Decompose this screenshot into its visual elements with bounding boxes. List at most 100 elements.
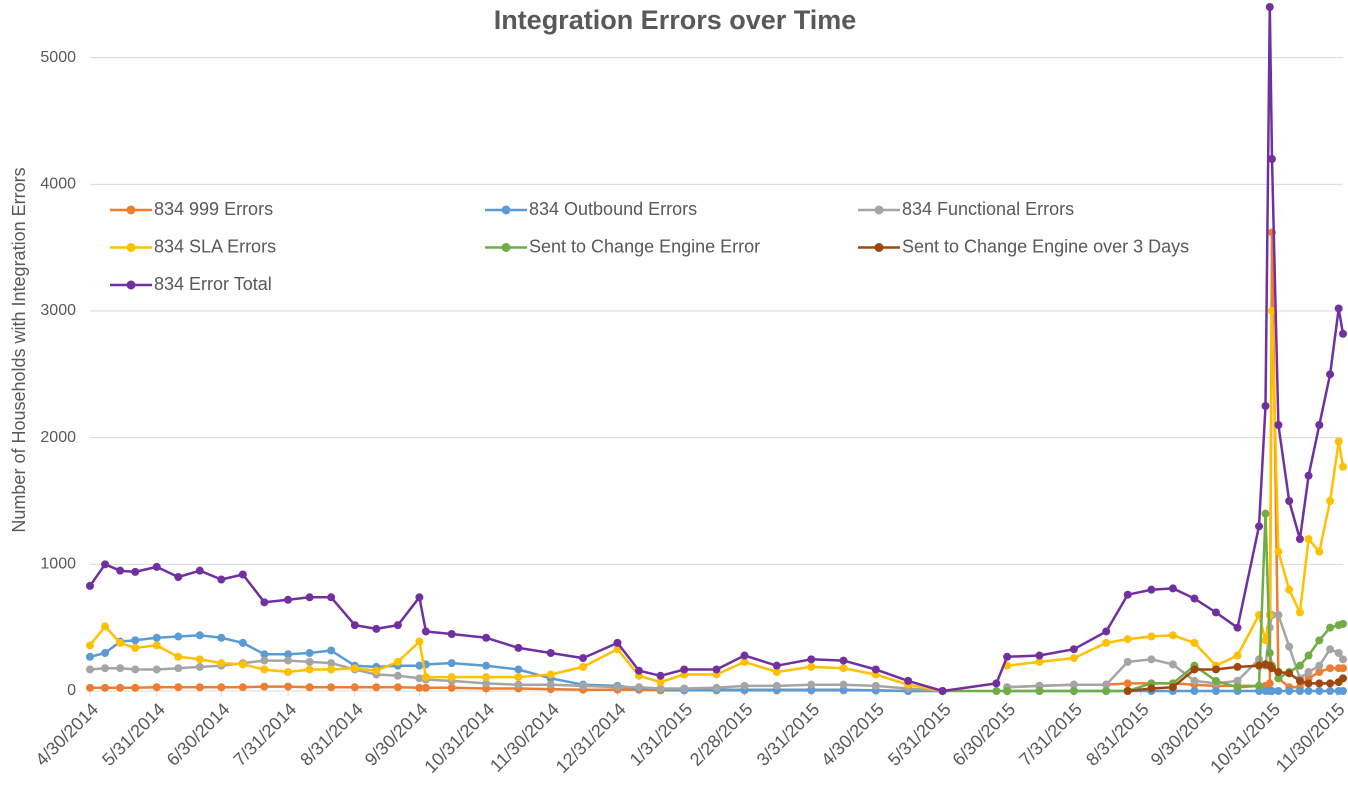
data-point	[372, 624, 381, 633]
data-point	[1147, 585, 1156, 594]
data-point	[1339, 664, 1347, 673]
data-point	[1233, 683, 1242, 692]
data-point	[1274, 674, 1283, 683]
chart-title: Integration Errors over Time	[494, 5, 857, 35]
data-point	[1315, 687, 1324, 695]
data-point	[447, 683, 456, 692]
data-point	[1274, 611, 1283, 619]
data-point	[546, 670, 555, 679]
legend-marker	[874, 205, 884, 215]
y-axis-label: Number of Households with Integration Er…	[9, 167, 29, 532]
data-point	[514, 665, 523, 674]
data-point	[772, 661, 781, 670]
data-point	[131, 567, 140, 576]
data-point	[1339, 687, 1347, 695]
data-point	[1304, 471, 1313, 480]
data-point	[514, 680, 523, 689]
data-point	[195, 566, 204, 575]
data-point	[86, 641, 94, 650]
data-point	[152, 665, 161, 674]
data-point	[447, 659, 456, 668]
legend-marker	[126, 205, 136, 215]
data-point	[656, 678, 665, 687]
data-point	[116, 638, 125, 647]
legend-label: Sent to Change Engine Error	[529, 236, 760, 256]
data-point	[1304, 535, 1313, 543]
data-point	[116, 566, 125, 575]
x-tick-label: 2/28/2015	[686, 699, 757, 770]
data-point	[284, 668, 293, 676]
data-point	[740, 681, 749, 690]
data-point	[482, 633, 491, 642]
data-point	[415, 683, 424, 692]
data-point	[1168, 584, 1177, 593]
data-point	[992, 679, 1001, 688]
data-point	[1339, 674, 1347, 683]
data-point	[152, 562, 161, 571]
data-point	[1315, 636, 1324, 645]
data-point	[260, 598, 269, 607]
data-point	[1211, 665, 1220, 674]
data-point	[131, 665, 140, 674]
data-point	[1168, 660, 1177, 669]
data-point	[1003, 687, 1012, 695]
data-point	[712, 683, 721, 692]
data-point	[807, 680, 816, 689]
data-point	[839, 664, 848, 673]
series-line	[942, 512, 1344, 693]
data-point	[1326, 497, 1335, 505]
legend-marker	[501, 205, 511, 215]
data-point	[1304, 687, 1313, 695]
x-tick-label: 12/31/2014	[552, 699, 630, 777]
data-point	[86, 652, 94, 661]
data-point	[1304, 679, 1313, 688]
legend-label: 834 Functional Errors	[902, 199, 1074, 219]
data-point	[217, 659, 226, 668]
data-point	[1102, 638, 1111, 647]
data-point	[1315, 661, 1324, 670]
data-point	[305, 657, 314, 666]
data-point	[101, 683, 110, 692]
data-point	[1315, 547, 1324, 556]
data-point	[680, 665, 689, 674]
data-point	[260, 650, 269, 659]
data-point	[284, 656, 293, 665]
data-point	[712, 665, 721, 674]
data-point	[1326, 687, 1335, 695]
legend-marker	[126, 280, 136, 290]
data-point	[1334, 304, 1343, 313]
data-point	[1211, 608, 1220, 617]
data-point	[482, 673, 491, 682]
data-point	[579, 654, 588, 663]
data-point	[393, 657, 402, 666]
x-tick-label: 9/30/2015	[1147, 699, 1218, 770]
data-point	[131, 643, 140, 652]
data-point	[992, 687, 1001, 695]
data-point	[656, 684, 665, 693]
legend-label: 834 Outbound Errors	[529, 199, 697, 219]
y-tick-label: 3000	[40, 302, 76, 319]
data-point	[1233, 651, 1242, 660]
data-point	[904, 676, 913, 685]
data-point	[305, 649, 314, 657]
data-point	[740, 651, 749, 660]
series-line	[89, 613, 1345, 693]
x-tick-label: 8/31/2014	[296, 699, 367, 770]
data-point	[86, 665, 94, 674]
data-point	[1267, 155, 1276, 163]
data-point	[514, 673, 523, 682]
data-point	[1295, 687, 1304, 695]
x-tick-label: 7/31/2014	[229, 699, 300, 770]
legend-label: 834 SLA Errors	[154, 236, 276, 256]
data-point	[1035, 651, 1044, 660]
data-point	[656, 671, 665, 680]
data-point	[305, 683, 314, 692]
data-point	[1304, 651, 1313, 660]
data-point	[1326, 370, 1335, 379]
x-tick-label: 5/31/2015	[884, 699, 955, 770]
x-tick-label: 7/31/2015	[1015, 699, 1086, 770]
data-point	[393, 621, 402, 630]
data-point	[260, 665, 269, 674]
data-point	[1339, 462, 1347, 471]
data-point	[1069, 687, 1078, 695]
